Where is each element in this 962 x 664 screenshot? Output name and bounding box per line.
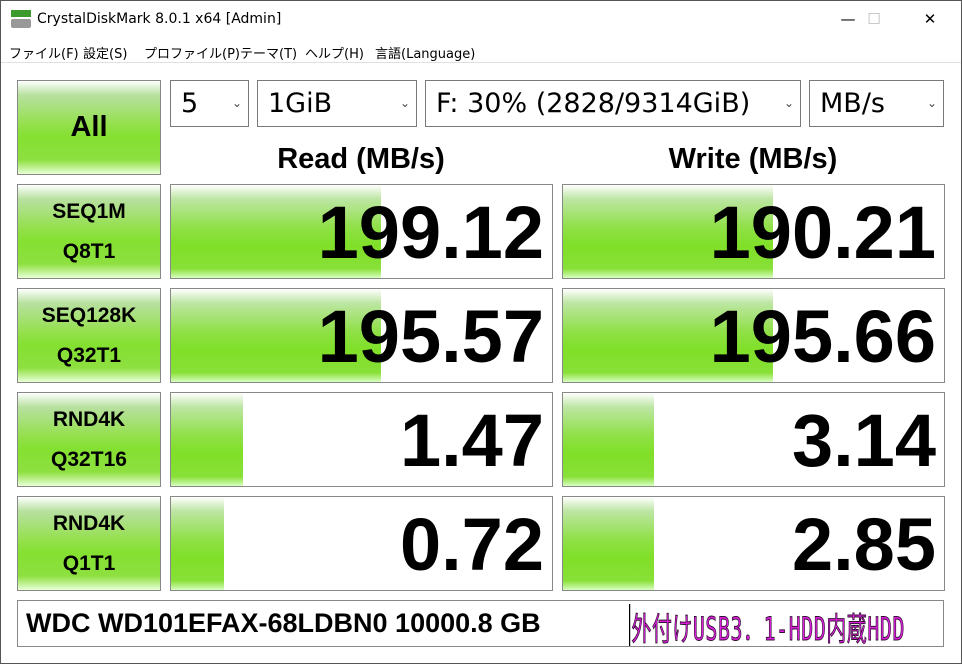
write-value: 195.66 <box>709 295 936 378</box>
read-result-2: 1.47 <box>170 392 553 487</box>
read-bar <box>171 289 381 382</box>
test-button-2[interactable]: RND4K Q32T16 <box>17 392 161 487</box>
test-size-value: 1GiB <box>268 88 333 119</box>
read-value: 199.12 <box>317 191 544 274</box>
chevron-down-icon: ⌄ <box>399 96 410 110</box>
chevron-down-icon: ⌄ <box>926 96 937 110</box>
chevron-down-icon: ⌄ <box>231 96 242 110</box>
read-value: 1.47 <box>399 399 544 482</box>
test-params: Q32T1 <box>56 343 122 367</box>
read-result-3: 0.72 <box>170 496 553 591</box>
read-header: Read (MB/s) <box>277 143 445 175</box>
write-result-2: 3.14 <box>562 392 945 487</box>
read-bar <box>171 185 381 278</box>
drive-name: WDC WD101EFAX-68LDBN0 10000.8 GB <box>26 608 541 638</box>
test-name: RND4K <box>52 511 126 535</box>
test-params: Q32T16 <box>51 447 127 471</box>
test-count-select[interactable]: 5 ⌄ <box>170 80 249 127</box>
menu-language[interactable]: 言語(Language) <box>375 47 476 62</box>
unit-select[interactable]: MB/s ⌄ <box>809 80 944 127</box>
drive-value: F: 30% (2828/9314GiB) <box>436 88 751 119</box>
write-bar <box>563 185 773 278</box>
title-bar: CrystalDiskMark 8.0.1 x64 [Admin] — ☐ ✕ <box>1 1 961 39</box>
close-button[interactable]: ✕ <box>923 10 937 28</box>
write-header: Write (MB/s) <box>668 143 838 175</box>
write-value: 3.14 <box>791 399 936 482</box>
all-label: All <box>70 111 108 143</box>
app-icon <box>11 10 31 28</box>
maximize-button[interactable]: ☐ <box>867 10 881 28</box>
minimize-button[interactable]: — <box>840 10 856 28</box>
comment-text[interactable]: 外付けUSB3．1-HDD内蔵HDD <box>629 604 905 646</box>
menu-help[interactable]: ヘルプ(H) <box>305 47 364 62</box>
unit-value: MB/s <box>820 88 885 119</box>
menu-bar: ファイル(F) 設定(S) プロファイル(P) テーマ(T) ヘルプ(H) 言語… <box>1 39 961 63</box>
read-bar <box>171 393 244 486</box>
write-value: 190.21 <box>709 191 936 274</box>
test-name: RND4K <box>52 407 126 431</box>
test-name: SEQ1M <box>52 199 126 223</box>
write-result-3: 2.85 <box>562 496 945 591</box>
all-button[interactable]: All <box>17 80 161 175</box>
menu-file[interactable]: ファイル(F) <box>9 47 79 62</box>
menu-settings[interactable]: 設定(S) <box>83 47 128 62</box>
test-button-1[interactable]: SEQ128K Q32T1 <box>17 288 161 383</box>
test-button-3[interactable]: RND4K Q1T1 <box>17 496 161 591</box>
test-button-0[interactable]: SEQ1M Q8T1 <box>17 184 161 279</box>
write-bar <box>563 289 773 382</box>
write-value: 2.85 <box>791 503 936 586</box>
read-result-0: 199.12 <box>170 184 553 279</box>
test-name: SEQ128K <box>41 303 137 327</box>
write-result-1: 195.66 <box>562 288 945 383</box>
menu-theme[interactable]: テーマ(T) <box>240 47 298 62</box>
test-count-value: 5 <box>181 88 199 119</box>
comment-field[interactable]: WDC WD101EFAX-68LDBN0 10000.8 GB 外付けUSB3… <box>17 600 944 647</box>
test-params: Q1T1 <box>62 551 116 575</box>
window-title: CrystalDiskMark 8.0.1 x64 [Admin] <box>37 11 282 27</box>
read-value: 0.72 <box>399 503 544 586</box>
write-result-0: 190.21 <box>562 184 945 279</box>
test-params: Q8T1 <box>62 239 116 263</box>
chevron-down-icon: ⌄ <box>783 96 794 110</box>
drive-select[interactable]: F: 30% (2828/9314GiB) ⌄ <box>425 80 801 127</box>
test-size-select[interactable]: 1GiB ⌄ <box>257 80 417 127</box>
write-bar <box>563 497 655 590</box>
read-bar <box>171 497 225 590</box>
read-value: 195.57 <box>317 295 544 378</box>
read-result-1: 195.57 <box>170 288 553 383</box>
menu-profile[interactable]: プロファイル(P) <box>144 47 240 62</box>
write-bar <box>563 393 655 486</box>
